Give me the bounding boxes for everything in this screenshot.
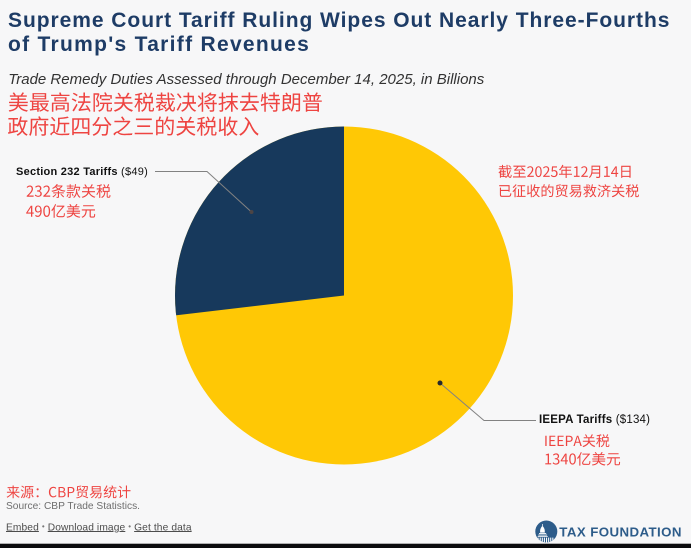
svg-text:TAX FOUNDATION: TAX FOUNDATION — [559, 525, 682, 540]
